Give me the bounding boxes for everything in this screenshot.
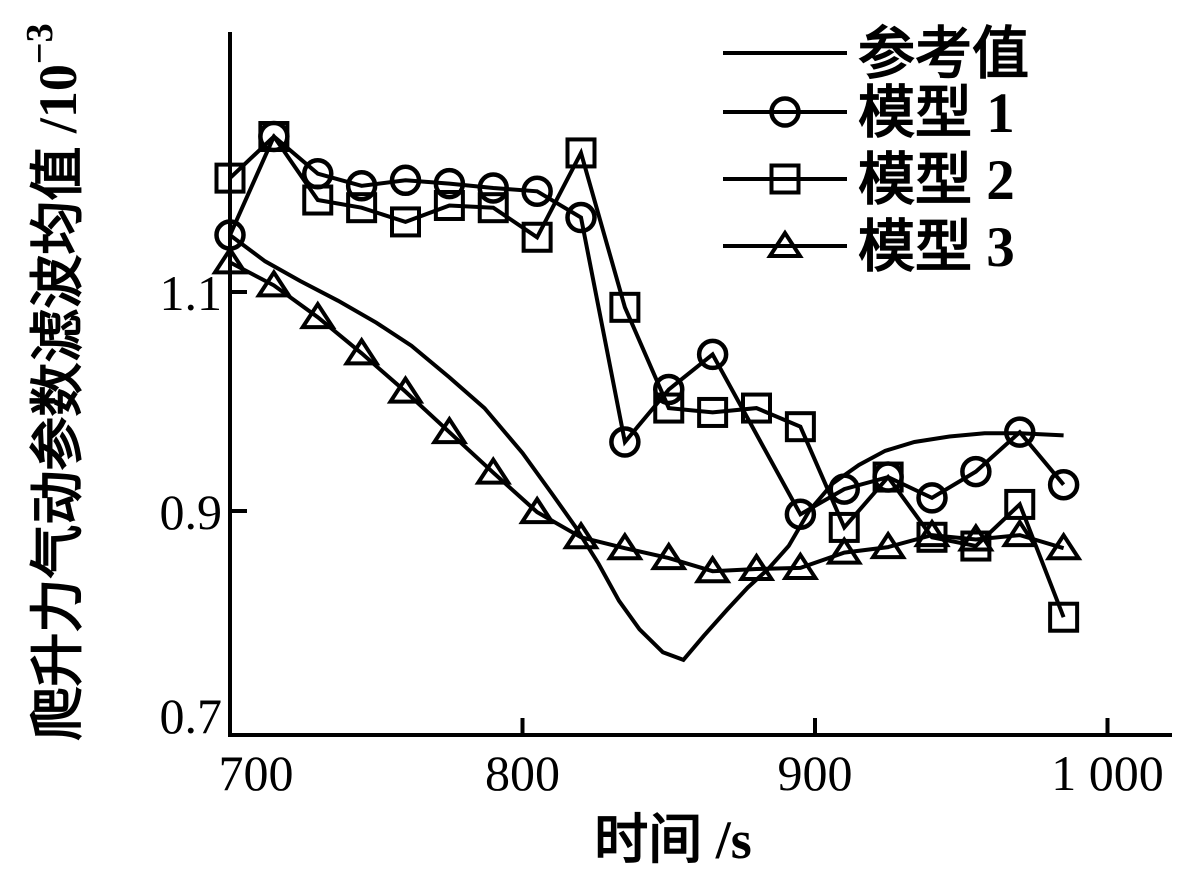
triangle-marker: [825, 535, 863, 565]
triangle-marker: [518, 495, 556, 525]
square-marker: [302, 184, 334, 216]
circle-marker: [696, 338, 729, 371]
x-tick-label: 900: [778, 745, 853, 801]
legend-label: 模型 1: [858, 82, 1015, 145]
x-tick-label: 700: [219, 745, 294, 801]
triangle-marker: [562, 520, 600, 550]
legend-entry-reference: 参考值: [723, 23, 1029, 86]
legend-label: 模型 3: [858, 216, 1015, 279]
triangle-marker: [1001, 518, 1039, 548]
circle-marker: [1047, 468, 1080, 501]
triangle-marker: [650, 541, 688, 571]
x-tick-label: 1 000: [1051, 745, 1164, 801]
square-marker: [784, 411, 816, 443]
square-marker: [1048, 601, 1080, 633]
triangle-marker: [869, 530, 907, 560]
circle-marker: [960, 455, 992, 488]
triangle-marker: [299, 300, 337, 330]
square-marker: [346, 192, 378, 224]
triangle-marker: [211, 245, 249, 275]
legend-entry-model-2: 模型 2: [723, 149, 1015, 212]
x-axis-title: 时间 /s: [594, 810, 752, 870]
circle-marker: [916, 482, 948, 514]
triangle-marker: [342, 336, 381, 366]
circle-marker: [828, 473, 860, 505]
square-marker: [653, 392, 685, 424]
y-axis-title: 爬升力气动参数滤波均值 /10−3: [19, 23, 88, 740]
triangle-marker: [957, 522, 995, 552]
square-marker: [609, 291, 641, 323]
square-marker: [521, 221, 553, 253]
circle-marker: [653, 373, 685, 406]
x-tick-label: 800: [485, 745, 560, 801]
square-marker: [1004, 488, 1036, 520]
series-line-model-3: [229, 260, 1065, 574]
y-tick-label: 0.7: [160, 688, 223, 744]
triangle-marker: [386, 374, 425, 404]
legend-label: 模型 2: [858, 149, 1015, 212]
square-marker: [433, 189, 465, 221]
triangle-marker: [693, 554, 732, 584]
circle-marker: [477, 172, 509, 204]
y-tick-label: 0.9: [160, 484, 223, 540]
legend-circle-marker: [769, 96, 801, 128]
square-marker: [697, 396, 729, 428]
triangle-marker: [430, 415, 469, 445]
legend-triangle-marker: [766, 229, 804, 258]
circle-marker: [609, 426, 641, 458]
series-line-model-1: [228, 133, 1066, 518]
circle-marker: [433, 167, 466, 200]
circle-marker: [389, 164, 422, 197]
square-marker: [477, 192, 509, 224]
triangle-marker: [737, 552, 776, 582]
axis-lines: [228, 32, 1172, 737]
triangle-marker: [913, 518, 951, 548]
square-marker: [565, 137, 597, 169]
series-reference: [228, 233, 1064, 663]
series-line-model-2: [228, 133, 1066, 618]
triangle-marker: [474, 456, 512, 485]
legend-label: 参考值: [858, 23, 1029, 86]
series-model-2: [214, 121, 1080, 633]
legend-entry-model-1: 模型 1: [723, 82, 1015, 145]
square-marker: [741, 392, 772, 424]
square-marker: [390, 206, 421, 238]
square-marker: [258, 121, 290, 153]
square-marker: [872, 461, 904, 493]
circle-marker: [1004, 416, 1036, 448]
circle-marker: [345, 170, 378, 202]
series-model-3: [211, 245, 1083, 584]
circle-marker: [521, 175, 553, 208]
triangle-marker: [606, 531, 644, 561]
circle-marker: [784, 498, 817, 531]
series-line-reference: [228, 233, 1064, 663]
triangle-marker: [781, 551, 820, 580]
square-marker: [214, 162, 246, 194]
triangle-marker: [1044, 531, 1083, 561]
legend-entry-model-3: 模型 3: [723, 216, 1015, 279]
triangle-marker: [255, 268, 293, 298]
circle-marker: [565, 201, 597, 234]
legend-square-marker: [769, 163, 801, 195]
